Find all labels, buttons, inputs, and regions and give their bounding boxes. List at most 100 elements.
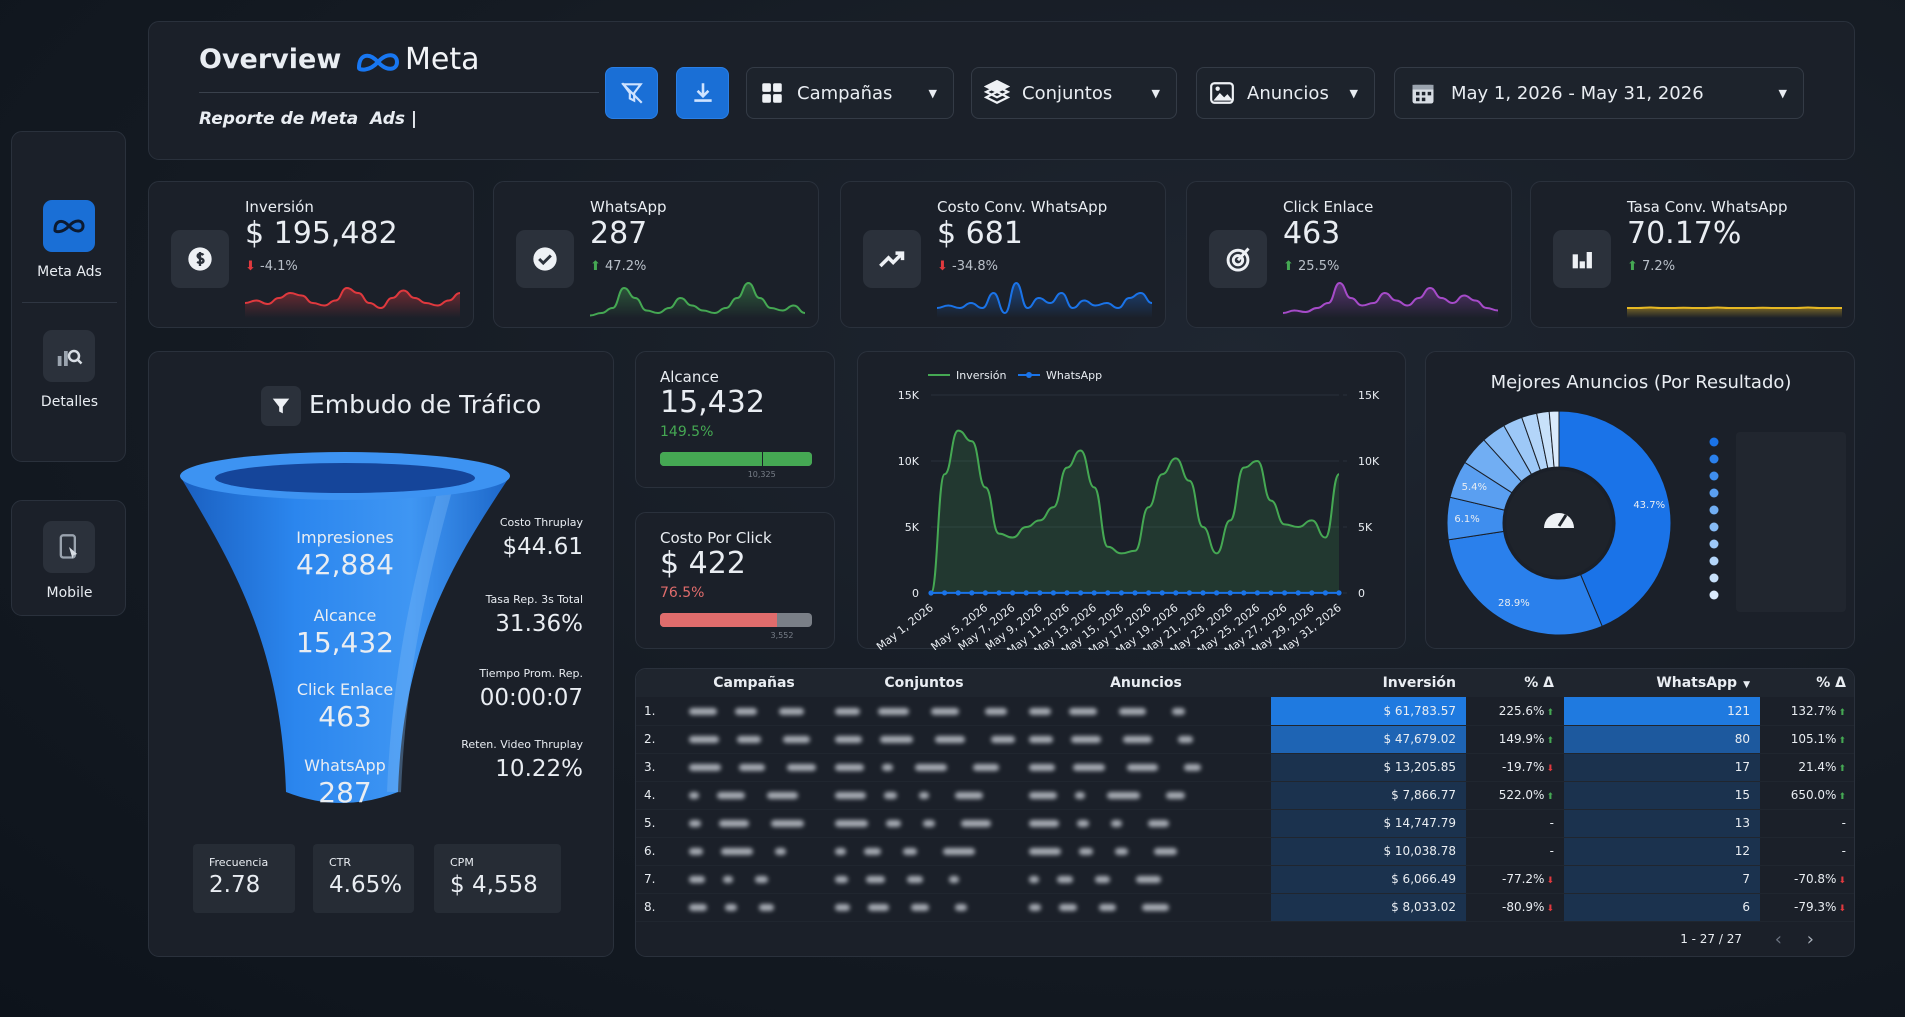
kpi-icon bbox=[863, 230, 921, 288]
metric-label: CPM bbox=[450, 856, 474, 869]
blurred-cell bbox=[681, 753, 827, 781]
metric-value: $44.61 bbox=[502, 534, 583, 560]
cell-value: 12 bbox=[1734, 844, 1750, 858]
details-icon[interactable] bbox=[43, 330, 95, 382]
table-row[interactable]: 3. $ 13,205.85 -19.7% ⬇ 17 21.4% ⬆ bbox=[636, 753, 1854, 781]
filter-dropdown[interactable]: Conjuntos ▼ bbox=[971, 67, 1177, 119]
icon-part bbox=[879, 251, 905, 268]
cell-value: 17 bbox=[1734, 760, 1750, 774]
blurred-cell bbox=[681, 725, 827, 753]
blurred-text bbox=[955, 792, 983, 799]
row-index: 3. bbox=[644, 760, 656, 774]
header-label: Conjuntos bbox=[884, 675, 964, 691]
stage-label: Click Enlace bbox=[296, 680, 394, 699]
meta-logo bbox=[356, 53, 400, 72]
table-row[interactable]: 4. $ 7,866.77 522.0% ⬆ 15 650.0% ⬆ bbox=[636, 781, 1854, 809]
funnel-mouth bbox=[215, 463, 475, 493]
kpi-delta: ⬆ 47.2% bbox=[590, 259, 646, 274]
series-point bbox=[1282, 590, 1288, 596]
cell-value: 6 bbox=[1742, 900, 1750, 914]
value-cell: -79.3% ⬇ bbox=[1760, 893, 1854, 921]
date-range: May 1, 2026 - May 31, 2026 bbox=[1451, 82, 1704, 104]
download-button[interactable] bbox=[676, 67, 729, 119]
legend-label: Inversión bbox=[956, 369, 1007, 382]
nav-label[interactable]: Meta Ads bbox=[37, 264, 102, 280]
filter-reset-button[interactable] bbox=[605, 67, 658, 119]
header-cell: % Δ bbox=[1760, 669, 1854, 697]
blurred-cell bbox=[681, 781, 827, 809]
y-tick-label: 5K bbox=[905, 521, 920, 534]
sparkline bbox=[245, 286, 460, 318]
series-point bbox=[1118, 590, 1124, 596]
cell-value: $ 7,866.77 bbox=[1391, 788, 1456, 802]
blurred-cell bbox=[681, 893, 827, 921]
table-row[interactable]: 1. $ 61,783.57 225.6% ⬆ 121 132.7% ⬆ bbox=[636, 697, 1854, 725]
table-row[interactable]: 8. $ 8,033.02 -80.9% ⬇ 6 -79.3% ⬇ bbox=[636, 893, 1854, 921]
value-cell: - bbox=[1760, 837, 1854, 865]
kpi-label: Tasa Conv. WhatsApp bbox=[1627, 198, 1788, 216]
cell-value: -79.3% bbox=[1794, 900, 1837, 914]
value-cell: $ 47,679.02 bbox=[1271, 725, 1466, 753]
blurred-text bbox=[915, 764, 947, 771]
filter-dropdown[interactable]: Anuncios ▼ bbox=[1196, 67, 1375, 119]
header-cell: Conjuntos bbox=[827, 669, 1021, 697]
delta-arrow: ⬇ bbox=[1838, 904, 1846, 914]
sort-caret: ▼ bbox=[1743, 680, 1750, 690]
mobile-icon[interactable] bbox=[43, 521, 95, 573]
download-icon bbox=[693, 83, 712, 102]
header-cell: Inversión bbox=[1271, 669, 1466, 697]
series-point bbox=[1146, 590, 1152, 596]
meta-ads-icon[interactable] bbox=[43, 200, 95, 252]
nav-label[interactable]: Detalles bbox=[40, 394, 99, 410]
kpi-label: WhatsApp bbox=[590, 198, 667, 216]
kpi-delta-value: 25.5% bbox=[1298, 259, 1340, 274]
kpi-icon-glyph bbox=[879, 251, 905, 268]
blurred-cell bbox=[827, 893, 1021, 921]
cell-value: $ 61,783.57 bbox=[1383, 703, 1456, 718]
icon-part bbox=[1226, 248, 1250, 272]
kpi-card: Tasa Conv. WhatsApp 70.17% ⬆ 7.2% bbox=[1530, 181, 1855, 328]
prev-page[interactable]: ‹ bbox=[1774, 929, 1782, 950]
blurred-text bbox=[943, 848, 975, 855]
stage-value: 42,884 bbox=[296, 548, 394, 581]
kpi-value: 463 bbox=[1283, 216, 1341, 251]
table-row[interactable]: 7. $ 6,066.49 -77.2% ⬇ 7 -70.8% ⬇ bbox=[636, 865, 1854, 893]
legend-swatch bbox=[1709, 522, 1719, 532]
series-point bbox=[1200, 590, 1206, 596]
table-row[interactable]: 5. $ 14,747.79 - 13 - bbox=[636, 809, 1854, 837]
blurred-text bbox=[1127, 764, 1158, 771]
blurred-cell bbox=[1021, 725, 1271, 753]
blurred-text bbox=[689, 707, 717, 715]
table-row[interactable]: 6. $ 10,038.78 - 12 - bbox=[636, 837, 1854, 865]
blurred-text bbox=[835, 736, 862, 743]
table-row[interactable]: 2. $ 47,679.02 149.9% ⬆ 80 105.1% ⬆ bbox=[636, 725, 1854, 753]
blurred-cell bbox=[827, 753, 1021, 781]
blurred-text bbox=[1057, 876, 1073, 883]
nav-label[interactable]: Mobile bbox=[46, 585, 93, 601]
card-label: Costo Por Click bbox=[660, 529, 772, 547]
sparkline-area bbox=[1283, 283, 1498, 318]
kpi-delta: ⬇ -4.1% bbox=[245, 259, 298, 274]
blurred-text bbox=[1171, 707, 1185, 715]
icon-part bbox=[533, 247, 557, 271]
blurred-text bbox=[771, 820, 804, 827]
filter-dropdown[interactable]: Campañas ▼ bbox=[746, 67, 954, 119]
blurred-text bbox=[991, 736, 1015, 743]
card-label: Alcance bbox=[660, 368, 719, 386]
x-tick-label: May 1, 2026 bbox=[874, 601, 936, 650]
date-range-picker[interactable]: May 1, 2026 - May 31, 2026 ▼ bbox=[1394, 67, 1804, 119]
value-cell: 522.0% ⬆ bbox=[1466, 781, 1564, 809]
metric-box: CTR 4.65% bbox=[313, 844, 414, 913]
next-page[interactable]: › bbox=[1806, 929, 1814, 950]
blurred-text bbox=[689, 736, 719, 743]
blurred-text bbox=[689, 764, 721, 771]
caret: ▼ bbox=[1151, 86, 1160, 100]
value-cell: - bbox=[1760, 809, 1854, 837]
icon-part bbox=[1231, 254, 1245, 267]
progress-track bbox=[660, 452, 812, 466]
icon-part bbox=[984, 85, 1010, 99]
metric-box: Frecuencia 2.78 bbox=[193, 844, 295, 913]
value-cell: $ 8,033.02 bbox=[1271, 893, 1466, 921]
metric-label: Frecuencia bbox=[209, 856, 269, 869]
metric-label: Costo Thruplay bbox=[499, 516, 583, 529]
